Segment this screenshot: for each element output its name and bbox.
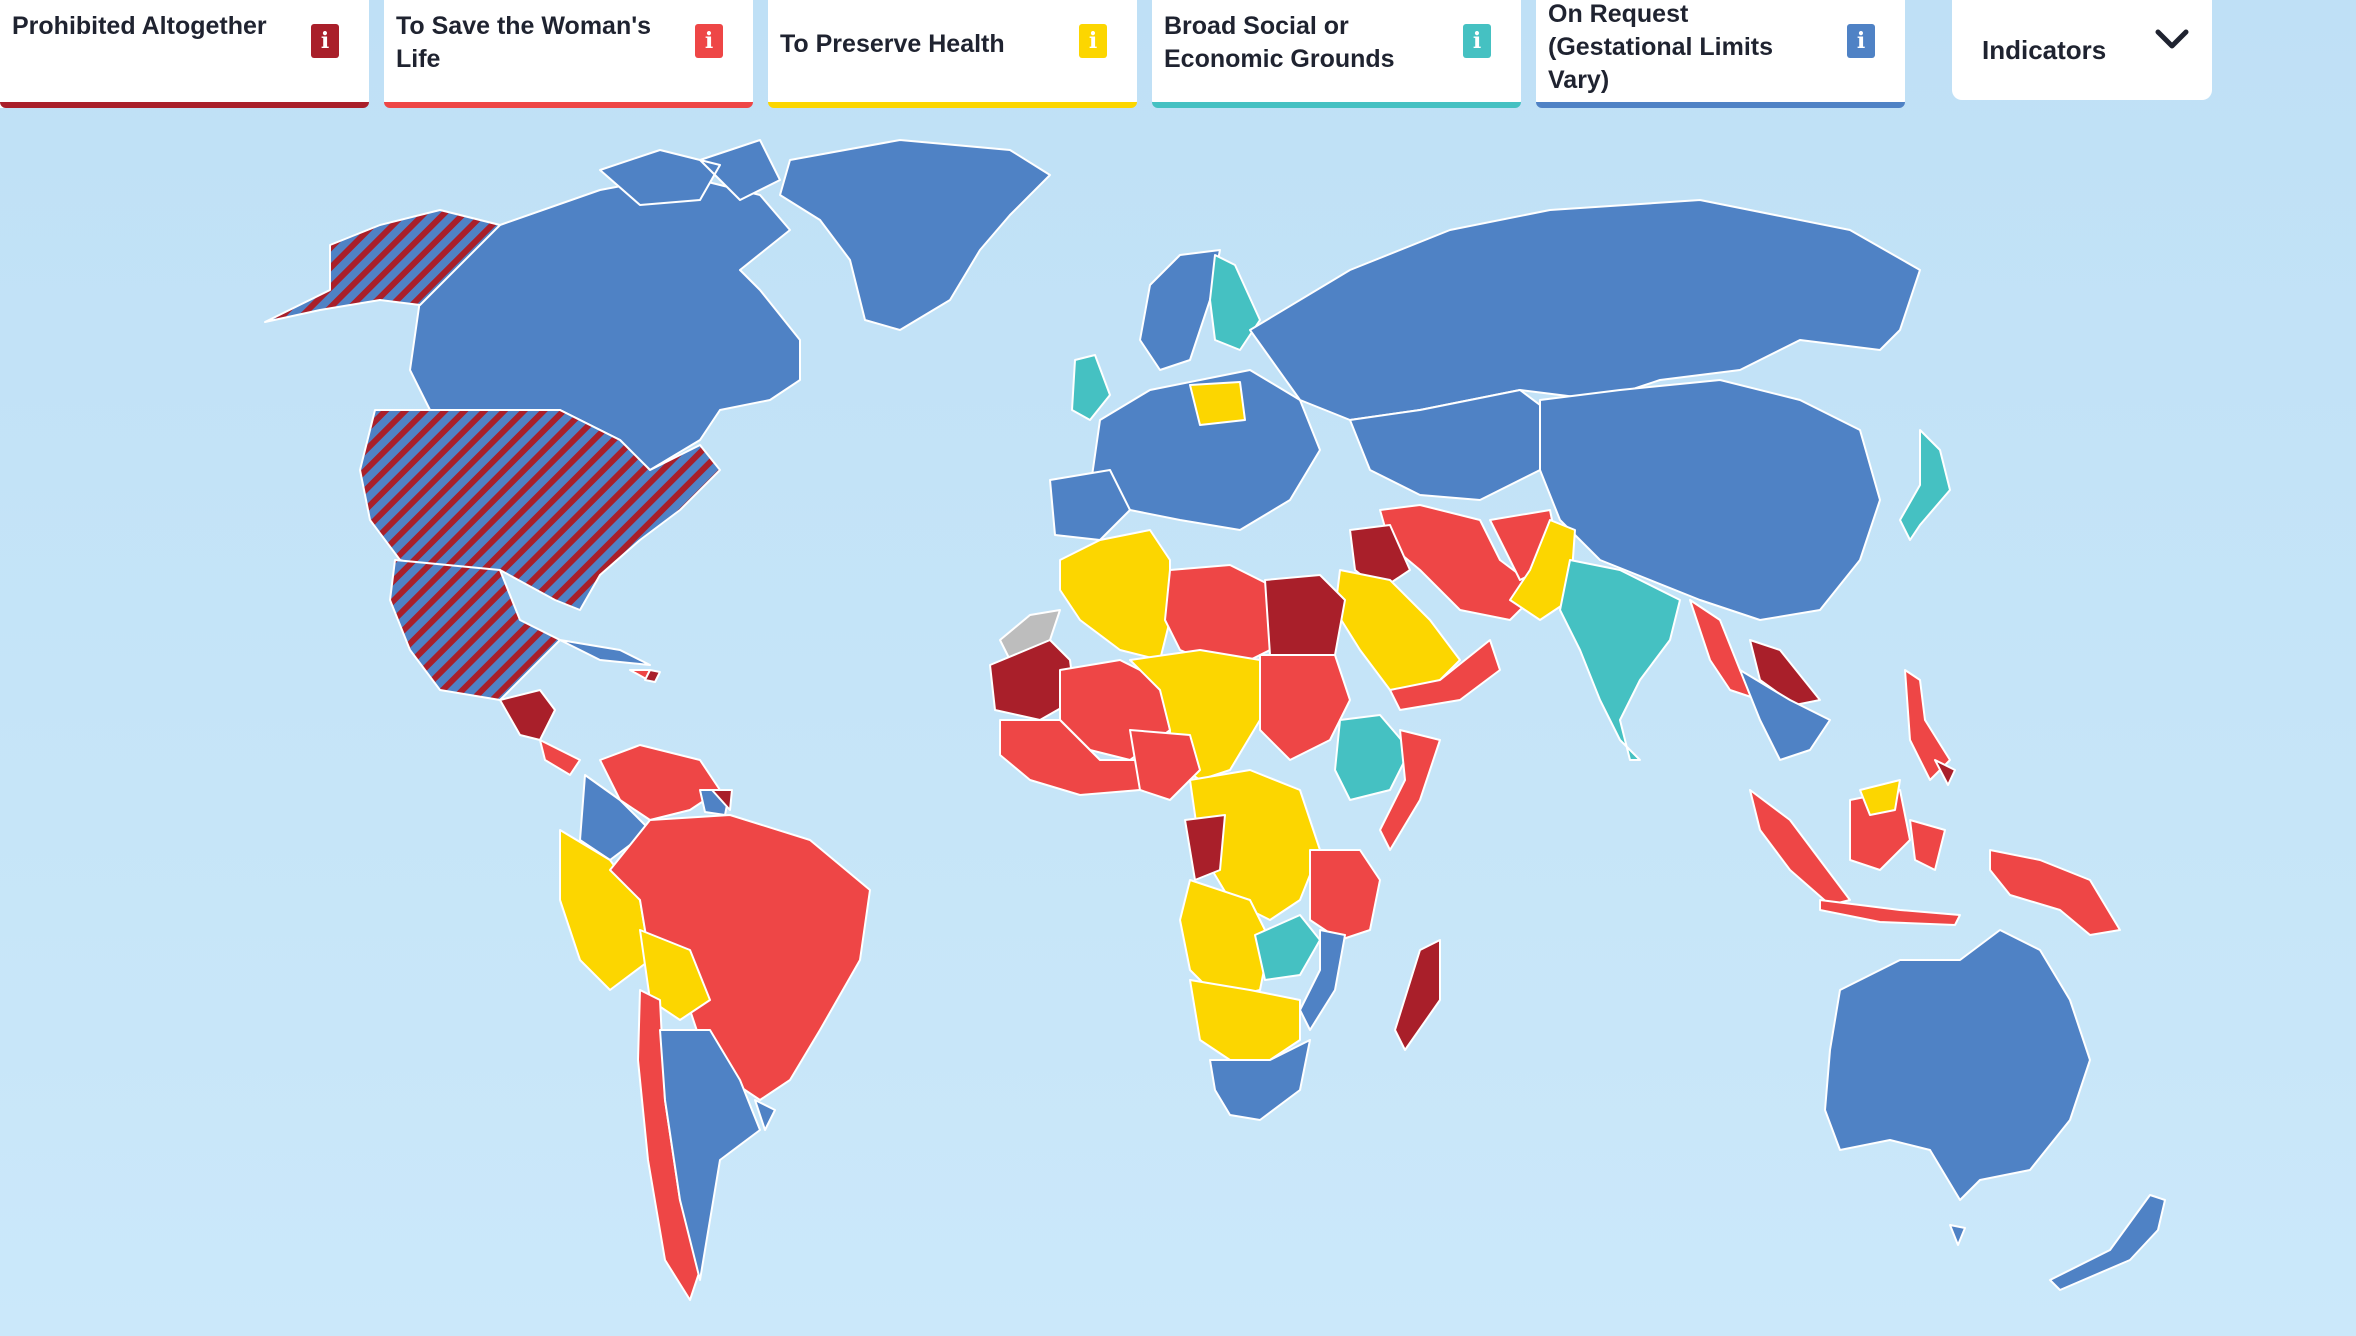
region-japan[interactable] (1899, 429, 1951, 541)
region-laos[interactable] (1749, 639, 1821, 706)
legend-item-broad-social[interactable]: Broad Social or Economic Grounds i (1152, 0, 1521, 108)
legend-color-stripe (384, 102, 753, 108)
region-dominican[interactable] (644, 669, 661, 683)
region-central-america-south[interactable] (539, 739, 581, 776)
region-india[interactable] (1559, 559, 1681, 761)
region-mozambique[interactable] (1299, 929, 1346, 1031)
legend-item-on-request[interactable]: On Request (Gestational Limits Vary) i (1536, 0, 1905, 108)
region-alaska[interactable] (264, 209, 501, 323)
region-central-america[interactable] (499, 689, 556, 741)
region-madagascar[interactable] (1394, 939, 1441, 1051)
legend-item-prohibited[interactable]: Prohibited Altogether i (0, 0, 369, 108)
region-australia[interactable] (1824, 929, 2091, 1201)
info-icon[interactable]: i (1847, 24, 1875, 58)
region-philippines-south[interactable] (1934, 759, 1956, 786)
region-uk[interactable] (1071, 354, 1111, 421)
region-new-zealand[interactable] (2049, 1194, 2166, 1291)
region-java[interactable] (1819, 899, 1961, 926)
legend-item-preserve-health[interactable]: To Preserve Health i (768, 0, 1137, 108)
region-pakistan[interactable] (1509, 519, 1576, 621)
region-united-states[interactable] (359, 409, 721, 611)
region-philippines[interactable] (1904, 669, 1951, 781)
region-indochina[interactable] (1739, 669, 1831, 761)
region-tasmania[interactable] (1949, 1224, 1966, 1246)
region-yemen-oman[interactable] (1389, 639, 1501, 711)
legend-bar: Prohibited Altogether i To Save the Woma… (0, 0, 1920, 108)
region-new-guinea[interactable] (1989, 849, 2121, 936)
region-canada-islands[interactable] (599, 139, 781, 206)
region-southern-africa-yellow[interactable] (1189, 979, 1301, 1061)
region-sulawesi[interactable] (1909, 819, 1946, 871)
region-north-africa-yellow[interactable] (1059, 529, 1171, 661)
region-mexico[interactable] (389, 559, 561, 701)
legend-label: To Preserve Health (780, 30, 1005, 58)
region-finland[interactable] (1209, 254, 1261, 351)
legend-label: To Save the Woman's Life (396, 12, 652, 73)
region-somalia[interactable] (1379, 729, 1441, 851)
region-sudan[interactable] (1259, 654, 1351, 761)
legend-color-stripe (1152, 102, 1521, 108)
region-egypt[interactable] (1264, 574, 1346, 656)
legend-item-save-life[interactable]: To Save the Woman's Life i (384, 0, 753, 108)
region-ethiopia[interactable] (1334, 714, 1411, 801)
region-argentina[interactable] (659, 1029, 761, 1281)
region-zambia[interactable] (1254, 914, 1321, 981)
region-bolivia[interactable] (639, 929, 711, 1021)
region-scandinavia[interactable] (1139, 249, 1221, 371)
info-icon[interactable]: i (1079, 24, 1107, 58)
indicators-dropdown[interactable]: Indicators (1952, 0, 2212, 100)
legend-label: On Request (Gestational Limits Vary) (1548, 0, 1774, 94)
legend-color-stripe (1536, 102, 1905, 108)
region-south-africa[interactable] (1209, 1039, 1311, 1121)
legend-color-stripe (768, 102, 1137, 108)
region-greenland[interactable] (779, 139, 1051, 331)
region-nigeria[interactable] (1129, 729, 1201, 801)
region-russia[interactable] (1249, 199, 1921, 421)
region-poland[interactable] (1189, 381, 1246, 426)
chevron-down-icon (2155, 29, 2189, 49)
region-iberia[interactable] (1049, 469, 1131, 541)
region-cuba[interactable] (559, 639, 651, 666)
region-sumatra[interactable] (1749, 789, 1851, 906)
indicators-label: Indicators (1982, 34, 2107, 65)
region-borneo-north[interactable] (1859, 779, 1901, 816)
region-brazil[interactable] (609, 814, 871, 1101)
info-icon[interactable]: i (311, 24, 339, 58)
info-icon[interactable]: i (695, 24, 723, 58)
region-suriname[interactable] (711, 789, 733, 811)
region-uruguay[interactable] (754, 1099, 776, 1131)
legend-label: Broad Social or Economic Grounds (1164, 12, 1395, 73)
legend-color-stripe (0, 102, 369, 108)
region-congo[interactable] (1184, 814, 1226, 881)
legend-label: Prohibited Altogether (12, 12, 267, 40)
info-icon[interactable]: i (1463, 24, 1491, 58)
region-iraq[interactable] (1349, 524, 1411, 591)
region-east-africa-red[interactable] (1309, 849, 1381, 941)
